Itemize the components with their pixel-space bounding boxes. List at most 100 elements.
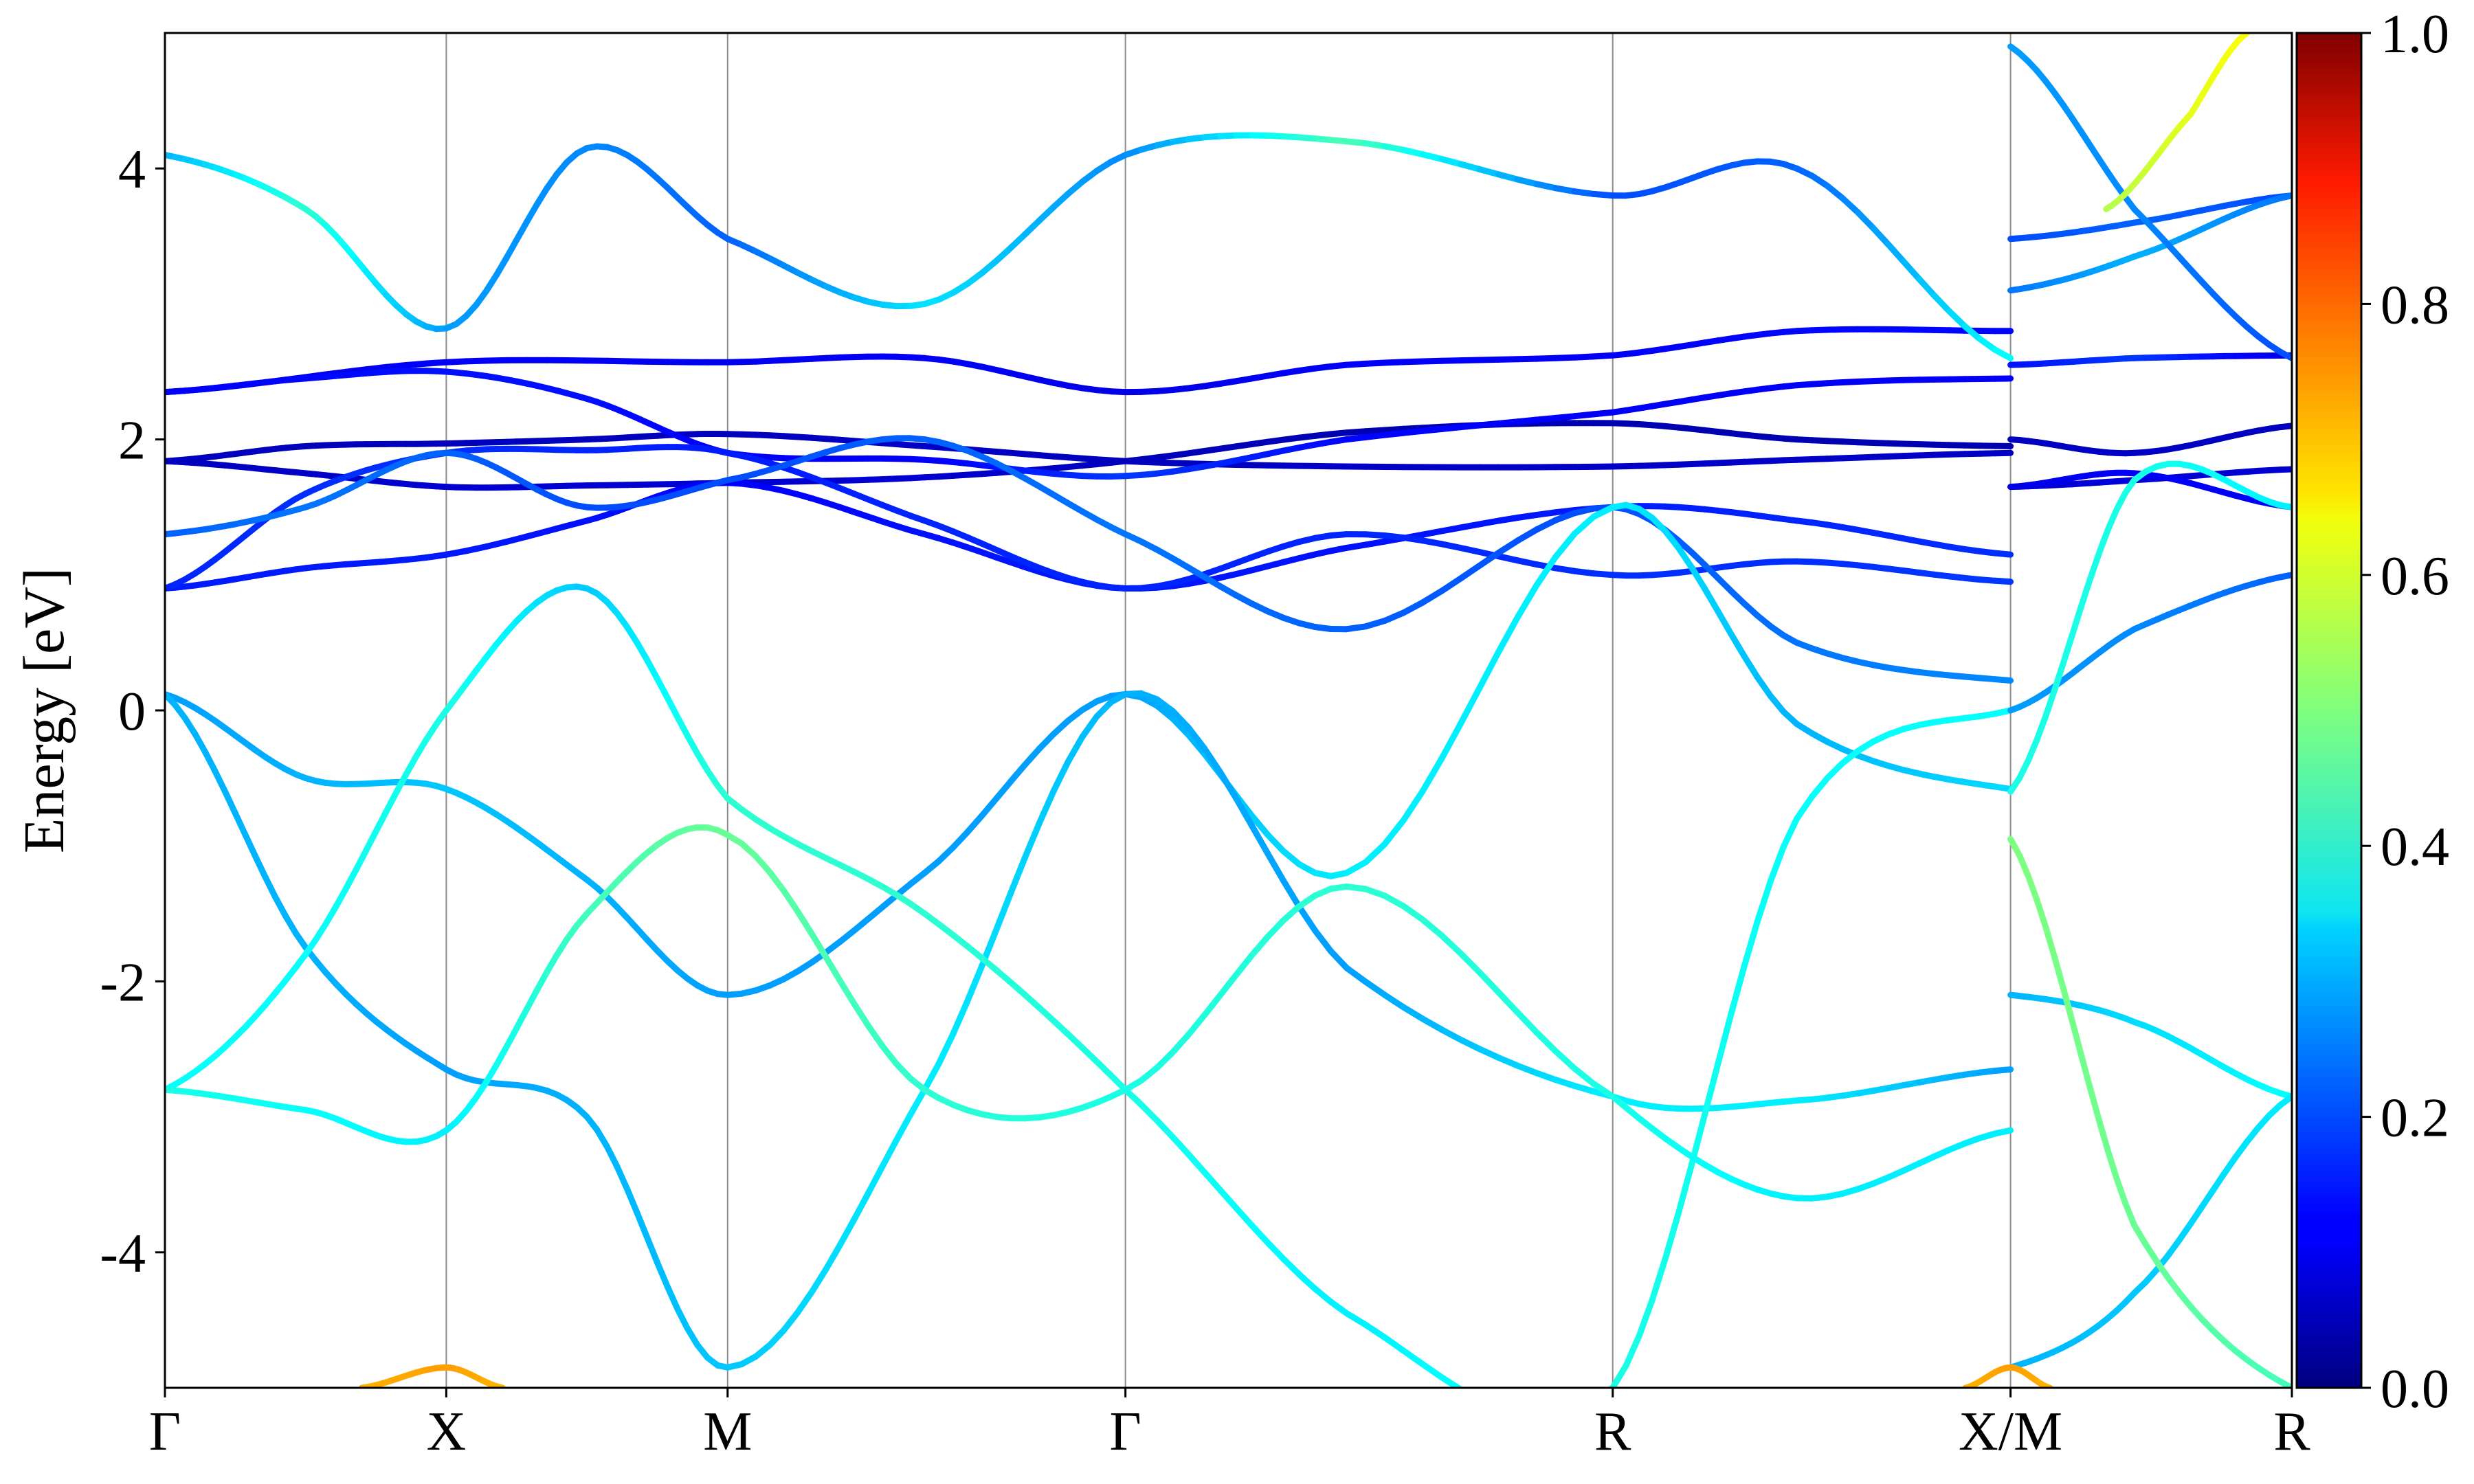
band-segment [413,737,430,760]
band-2 [165,431,2014,471]
band-segment [1702,1061,1721,1118]
x-axis-ticks: Γ X M Γ R X/M R [149,1388,2310,1462]
band-segment [362,363,390,373]
band-segment [1400,903,1426,923]
band-segment [1552,507,1578,516]
band-segment [823,1241,843,1272]
band-segment [809,1266,829,1295]
band-segment [781,888,801,915]
band-segment [1381,143,1407,153]
band-segment [1476,420,1502,429]
band-16 [2007,423,2292,457]
band-segment [1419,151,1445,162]
band-segment [1458,1386,1464,1388]
band-segment [2277,349,2292,361]
band-segment [1154,696,1177,715]
band-segment [1499,1408,1518,1415]
band-segment [1381,991,1407,1011]
band-segment [1794,794,1816,822]
band-segment [533,186,550,208]
high-symmetry-gridlines [445,33,2011,1388]
band-segment [2277,572,2292,581]
band-segment [1079,713,1100,740]
band-segment [654,675,671,701]
band-segment [1022,820,1043,861]
band-segment [935,844,957,864]
band-segment [1065,179,1086,197]
band-segment [2113,1175,2129,1207]
band-segment [1438,1026,1464,1043]
band-segment [1022,991,1043,1011]
band-segment [1537,1417,1556,1418]
band-segment [403,360,430,368]
band-segment [1476,649,1502,691]
band-segment [1312,1285,1334,1305]
band-segment [879,1137,900,1170]
band-segment [383,789,399,816]
band-segment [1457,521,1483,531]
band-segment [1362,427,1388,435]
band-segment [1590,504,1616,520]
band-segment [634,640,651,664]
band-segment [1400,425,1426,432]
band-segment [1495,614,1521,655]
band-segment [1571,411,1597,420]
band-segment [544,952,560,976]
band-segment [1476,1046,1502,1061]
band-segment [1280,1255,1302,1278]
band-segment [372,809,390,835]
band-segment [2060,631,2076,666]
band-segment [2277,1093,2292,1108]
band-segment [1201,745,1224,776]
band-segment [1824,183,1846,201]
band-segment [674,1305,691,1332]
band-segment [1438,541,1464,551]
x-tick-label: X/M [1959,1402,2062,1462]
band-segment [1022,217,1043,238]
band-segment [979,795,1000,819]
band-segment [624,358,651,365]
band-segment [1343,541,1369,551]
plot-frame [164,32,2293,1389]
band-segment [1457,357,1483,364]
band-segment [1992,1066,2014,1074]
band-segment [1296,892,1318,910]
band-segment [2165,1274,2183,1296]
band-segment [1514,416,1540,425]
band-12 [165,132,2014,361]
band-segment [1233,1204,1255,1229]
band-segment [1185,732,1208,757]
band-segment [1362,978,1388,998]
band-segment [1854,209,1877,232]
band-segment [1381,359,1407,366]
band-24 [2007,43,2292,361]
band-segment [2232,1138,2250,1160]
band-segment [1533,517,1559,533]
band-25 [2103,33,2250,212]
band-segment [1050,190,1071,210]
band-segment [893,1111,914,1144]
band-segment [1552,1077,1578,1090]
band-segment [1362,538,1388,548]
band-segment [2198,1187,2216,1211]
band-segment [1438,524,1464,535]
band-segment [1457,562,1483,582]
band-segment [1264,831,1286,855]
y-tick-label: 0 [118,682,146,742]
band-segment [1571,505,1597,517]
band-segment [1185,724,1208,752]
band-segment [443,358,470,366]
band-segment [1992,783,2014,792]
band-segment [1992,676,2014,684]
band-segment [1419,587,1445,606]
band-segment [1552,565,1578,574]
band-segment [1590,409,1616,418]
band-segment [1457,545,1483,555]
band-segment [993,967,1014,986]
y-axis-label: Energy [eV] [12,567,76,853]
band-segment [2221,1154,2239,1177]
band-segment [353,848,369,874]
band-segment [2069,603,2084,638]
x-tick-label: R [1594,1402,1631,1462]
band-segment [2176,1220,2194,1244]
